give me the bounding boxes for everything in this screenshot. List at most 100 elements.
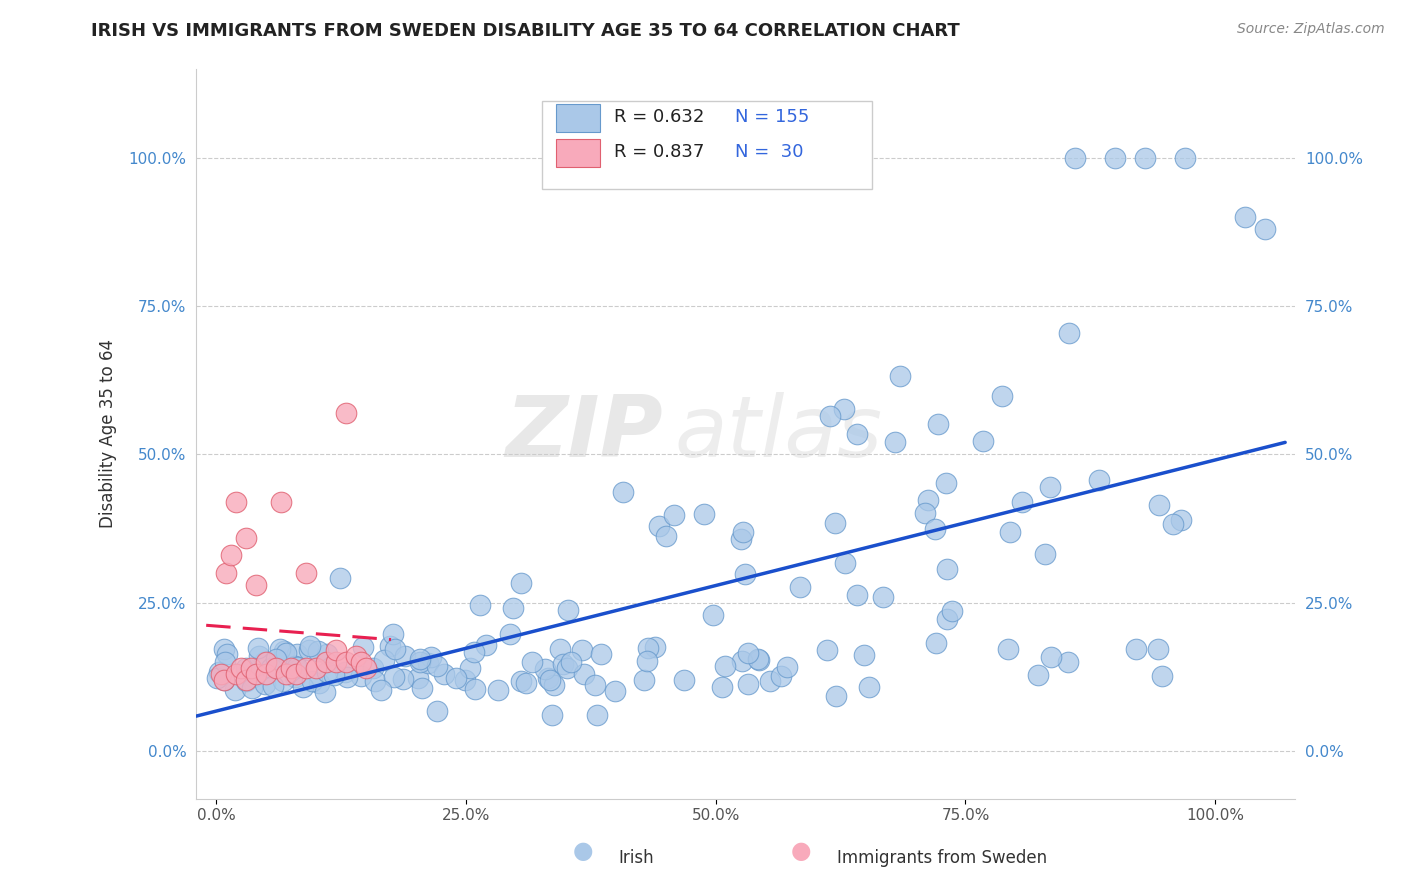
Point bbox=[315, 655, 337, 669]
Text: ZIP: ZIP bbox=[506, 392, 664, 475]
Point bbox=[637, 640, 659, 655]
Point bbox=[235, 661, 257, 675]
Point bbox=[1147, 498, 1170, 512]
Point bbox=[215, 566, 238, 581]
Point bbox=[242, 670, 264, 684]
Point bbox=[520, 655, 543, 669]
Point bbox=[335, 655, 357, 669]
Point bbox=[394, 648, 416, 663]
Point bbox=[205, 671, 228, 685]
Point bbox=[693, 507, 716, 521]
Point bbox=[246, 640, 269, 655]
Point bbox=[433, 667, 456, 681]
Point bbox=[1039, 650, 1062, 665]
Point bbox=[748, 653, 770, 667]
Point bbox=[253, 677, 276, 691]
Text: N =  30: N = 30 bbox=[735, 144, 803, 161]
Point bbox=[1039, 480, 1062, 494]
Point bbox=[924, 522, 946, 536]
Point bbox=[1011, 494, 1033, 508]
Point bbox=[474, 638, 496, 652]
Point bbox=[644, 640, 666, 655]
Point bbox=[557, 603, 579, 617]
Point bbox=[560, 655, 582, 669]
Point bbox=[335, 406, 357, 420]
Point bbox=[731, 654, 754, 668]
Point bbox=[714, 658, 737, 673]
Point bbox=[1152, 669, 1174, 683]
Point bbox=[325, 643, 347, 657]
Point bbox=[571, 643, 593, 657]
Point bbox=[370, 682, 392, 697]
Point bbox=[249, 648, 271, 663]
Point bbox=[555, 660, 578, 674]
Point bbox=[444, 671, 467, 685]
Text: IRISH VS IMMIGRANTS FROM SWEDEN DISABILITY AGE 35 TO 64 CORRELATION CHART: IRISH VS IMMIGRANTS FROM SWEDEN DISABILI… bbox=[91, 22, 960, 40]
Point bbox=[215, 647, 238, 661]
Point bbox=[299, 639, 322, 653]
Point bbox=[274, 667, 297, 681]
Point bbox=[409, 655, 432, 669]
Point bbox=[917, 492, 939, 507]
Point bbox=[1254, 222, 1277, 236]
Point bbox=[925, 636, 948, 650]
Point bbox=[269, 642, 291, 657]
Point bbox=[548, 641, 571, 656]
Point bbox=[225, 667, 247, 681]
Point bbox=[655, 529, 678, 543]
Point bbox=[305, 661, 328, 675]
Point bbox=[789, 580, 811, 594]
Point bbox=[212, 673, 235, 687]
Point bbox=[333, 665, 356, 679]
Point bbox=[458, 661, 481, 675]
Point bbox=[1174, 151, 1197, 165]
Point bbox=[231, 661, 253, 675]
Point bbox=[264, 651, 287, 665]
Point bbox=[935, 475, 957, 490]
Point bbox=[408, 652, 430, 666]
Point bbox=[380, 639, 402, 653]
Point bbox=[1057, 655, 1080, 669]
Point bbox=[889, 368, 911, 383]
Point bbox=[382, 670, 405, 684]
Point bbox=[538, 673, 561, 688]
Point bbox=[1087, 474, 1109, 488]
Point bbox=[1234, 210, 1257, 224]
Point bbox=[350, 669, 373, 683]
Point bbox=[1170, 513, 1192, 527]
Point bbox=[936, 562, 959, 576]
Point bbox=[253, 655, 276, 669]
Point bbox=[991, 389, 1014, 403]
Point bbox=[270, 495, 292, 509]
Point bbox=[633, 673, 655, 687]
Point bbox=[605, 684, 627, 698]
Point bbox=[264, 661, 287, 675]
Point bbox=[212, 673, 235, 687]
Point bbox=[235, 673, 257, 687]
Point bbox=[1026, 668, 1049, 682]
Point bbox=[540, 708, 562, 723]
Point bbox=[730, 532, 752, 546]
Point bbox=[352, 640, 374, 654]
Point bbox=[225, 495, 247, 509]
Point bbox=[825, 689, 848, 703]
Point bbox=[285, 667, 308, 681]
Point bbox=[314, 684, 336, 698]
Point bbox=[770, 669, 793, 683]
Point bbox=[420, 650, 443, 665]
Point bbox=[209, 667, 232, 681]
Point bbox=[254, 655, 277, 669]
Point bbox=[702, 607, 724, 622]
Point bbox=[392, 672, 415, 686]
Point bbox=[454, 673, 477, 687]
Point bbox=[1125, 642, 1147, 657]
Point bbox=[672, 673, 695, 688]
Point bbox=[846, 427, 869, 442]
Point bbox=[583, 678, 606, 692]
Point bbox=[240, 661, 263, 675]
Point bbox=[845, 588, 868, 602]
Point bbox=[208, 665, 231, 680]
Point bbox=[1064, 151, 1087, 165]
Point bbox=[271, 674, 294, 689]
Point bbox=[325, 655, 347, 669]
